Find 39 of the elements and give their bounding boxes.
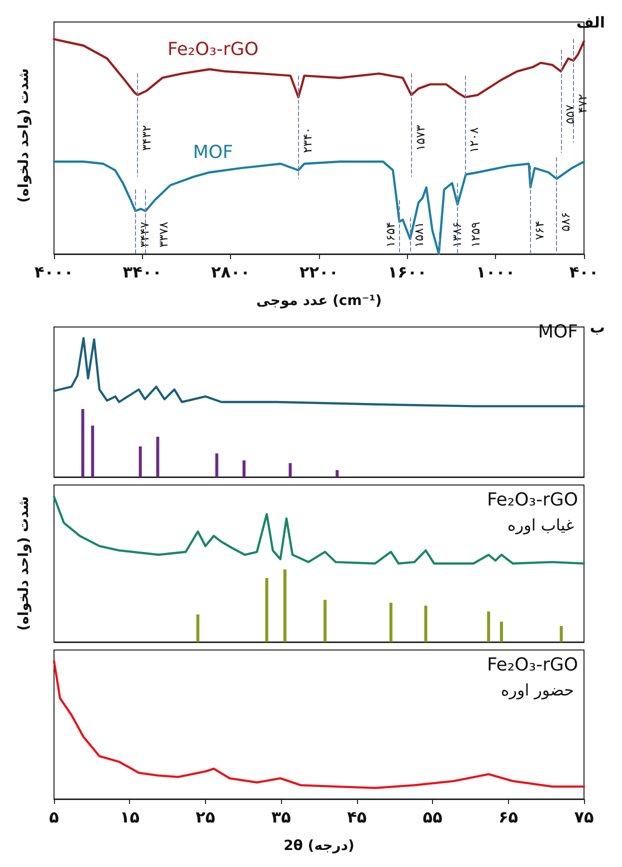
- y-axis-title: شدت (واحد دلخواه): [16, 68, 32, 203]
- x-tick-label: ۴۰۰: [569, 262, 599, 282]
- x-tick-label: ۵: [49, 808, 60, 826]
- text: MOF: [538, 322, 578, 342]
- x-tick-label: ۱۶۰۰: [388, 262, 427, 282]
- x-axis-title: عدد موجی (cm⁻¹): [256, 293, 382, 309]
- annotation: حضور اوره: [500, 680, 574, 700]
- x-tick-label: ۴۵: [347, 808, 367, 826]
- x-tick-label: ۵۵: [422, 808, 443, 826]
- x-tick-label: ۱۰۰۰: [476, 262, 516, 282]
- x-tick-label: ۳۵: [271, 808, 292, 826]
- ref-line-label: ۵۸۶: [558, 212, 573, 232]
- text: Fe₂O₃-rGO: [486, 490, 578, 510]
- annotation: غیاب اوره: [508, 516, 574, 534]
- x-tick-label: ۴۰۰۰: [34, 262, 74, 282]
- series-label: MOF: [192, 142, 234, 164]
- ref-line-label: ۱۵۸۱: [412, 222, 426, 248]
- ref-line-label: ۱۲۵۹: [468, 222, 483, 248]
- ref-line-label: ۳۳۷۸: [156, 221, 171, 248]
- ref-line-label: ۳۴۳۲: [140, 125, 154, 151]
- chart-title: الف: [576, 14, 606, 32]
- ref-line-label: ۴۷۲: [575, 94, 590, 114]
- chart-title: ب: [590, 318, 606, 336]
- x-tick-label: ۳۴۰۰: [122, 262, 162, 282]
- text: Fe₂O₃-rGO: [486, 654, 578, 676]
- series-label: Fe₂O₃-rGO: [167, 39, 259, 60]
- ref-line-label: ۷۶۴: [532, 220, 546, 240]
- ref-line-label: ۱۶۵۴: [383, 222, 398, 248]
- x-tick-label: ۲۲۰۰: [299, 262, 339, 282]
- ref-line-label: ۱۵۷۳: [413, 124, 428, 151]
- ref-line-label: ۱۲۰۸: [467, 126, 482, 154]
- x-tick-label: ۲۸۰۰: [211, 262, 250, 282]
- x-tick-label: ۱۵: [120, 808, 140, 826]
- x-tick-label: ۷۵: [574, 808, 594, 826]
- x-tick-label: ۶۵: [498, 808, 518, 826]
- x-axis-title: 2θ (درجه): [284, 838, 354, 854]
- y-axis-title: شدت (واحد دلخواه): [16, 496, 32, 631]
- ref-line-label: ۲۳۴۰: [300, 127, 314, 154]
- x-tick-label: ۲۵: [196, 808, 216, 826]
